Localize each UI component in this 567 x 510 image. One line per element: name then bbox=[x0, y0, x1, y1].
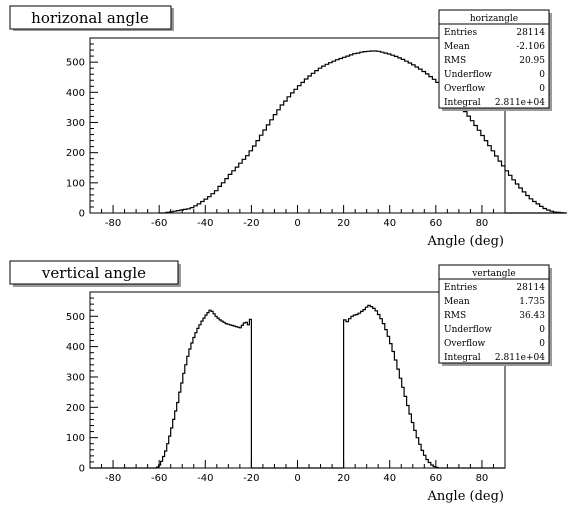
x-tick-label: -40 bbox=[197, 218, 213, 229]
stats-label: Mean bbox=[444, 297, 470, 307]
title-box: horizonal angle bbox=[9, 5, 174, 31]
stats-label: Mean bbox=[444, 42, 470, 52]
y-tick-label: 0 bbox=[79, 464, 85, 475]
y-tick-label: 300 bbox=[66, 118, 85, 129]
y-axis: 0 100 200 300 400 500 bbox=[66, 291, 98, 475]
stats-label: Entries bbox=[444, 283, 477, 293]
x-tick-label: -20 bbox=[243, 218, 259, 229]
stats-label: Underflow bbox=[444, 325, 492, 335]
stats-value: 28114 bbox=[516, 283, 545, 293]
stats-value: 20.95 bbox=[519, 56, 545, 66]
stats-label: Overflow bbox=[444, 84, 486, 94]
stats-value: 28114 bbox=[516, 28, 545, 38]
y-tick-label: 100 bbox=[66, 178, 85, 189]
x-tick-label: -60 bbox=[151, 473, 167, 484]
stats-box: horizangle Entries 28114 Mean -2.106 RMS 20.9… bbox=[438, 9, 552, 111]
stats-value: -2.106 bbox=[516, 42, 545, 52]
stats-value: 1.735 bbox=[519, 297, 545, 307]
stats-value: 2.811e+04 bbox=[495, 98, 545, 108]
stats-value: 0 bbox=[539, 70, 545, 80]
stats-title: vertangle bbox=[471, 269, 515, 279]
y-tick-label: 300 bbox=[66, 372, 85, 383]
x-tick-label: -20 bbox=[243, 473, 259, 484]
x-axis: -80 -60 -40 -20 0 20 40 60 80 bbox=[101, 460, 494, 484]
histogram-line bbox=[159, 50, 567, 214]
x-tick-label: 80 bbox=[476, 218, 489, 229]
y-tick-label: 200 bbox=[66, 148, 85, 159]
y-tick-label: 400 bbox=[66, 342, 85, 353]
x-tick-label: -80 bbox=[105, 218, 121, 229]
x-tick-label: 0 bbox=[294, 218, 300, 229]
stats-value: 2.811e+04 bbox=[495, 353, 545, 363]
y-tick-label: 400 bbox=[66, 88, 85, 99]
stats-value: 0 bbox=[539, 325, 545, 335]
x-tick-label: 20 bbox=[337, 218, 350, 229]
stats-value: 0 bbox=[539, 84, 545, 94]
title-box: vertical angle bbox=[9, 260, 181, 287]
stats-label: Overflow bbox=[444, 339, 486, 349]
y-tick-label: 0 bbox=[79, 209, 85, 220]
x-tick-label: 0 bbox=[294, 473, 300, 484]
x-tick-label: 60 bbox=[429, 473, 442, 484]
stats-box: vertangle Entries 28114 Mean 1.735 RMS 36.43 U… bbox=[438, 264, 552, 366]
x-axis-label: Angle (deg) bbox=[426, 489, 504, 504]
y-axis: 0 100 200 300 400 500 bbox=[66, 37, 98, 220]
x-tick-label: 60 bbox=[429, 218, 442, 229]
x-tick-label: 40 bbox=[383, 473, 396, 484]
x-tick-label: 20 bbox=[337, 473, 350, 484]
chart-title: horizonal angle bbox=[31, 9, 149, 27]
stats-label: Underflow bbox=[444, 70, 492, 80]
x-tick-label: -60 bbox=[151, 218, 167, 229]
stats-label: Entries bbox=[444, 28, 477, 38]
y-tick-label: 200 bbox=[66, 403, 85, 414]
stats-label: RMS bbox=[444, 56, 466, 66]
stats-label: RMS bbox=[444, 311, 466, 321]
x-tick-label: 80 bbox=[476, 473, 489, 484]
x-tick-label: -80 bbox=[105, 473, 121, 484]
stats-label: Integral bbox=[444, 353, 481, 363]
y-tick-label: 500 bbox=[66, 58, 85, 69]
stats-value: 0 bbox=[539, 339, 545, 349]
y-tick-label: 500 bbox=[66, 312, 85, 323]
stats-label: Integral bbox=[444, 98, 481, 108]
x-tick-label: 40 bbox=[383, 218, 396, 229]
x-axis-label: Angle (deg) bbox=[426, 234, 504, 249]
x-tick-label: -40 bbox=[197, 473, 213, 484]
histogram-line bbox=[90, 304, 505, 469]
stats-title: horizangle bbox=[470, 14, 518, 24]
y-tick-label: 100 bbox=[66, 433, 85, 444]
stats-value: 36.43 bbox=[519, 311, 545, 321]
chart-title: vertical angle bbox=[41, 264, 146, 282]
x-axis: -80 -60 -40 -20 0 20 40 60 80 bbox=[101, 205, 494, 229]
